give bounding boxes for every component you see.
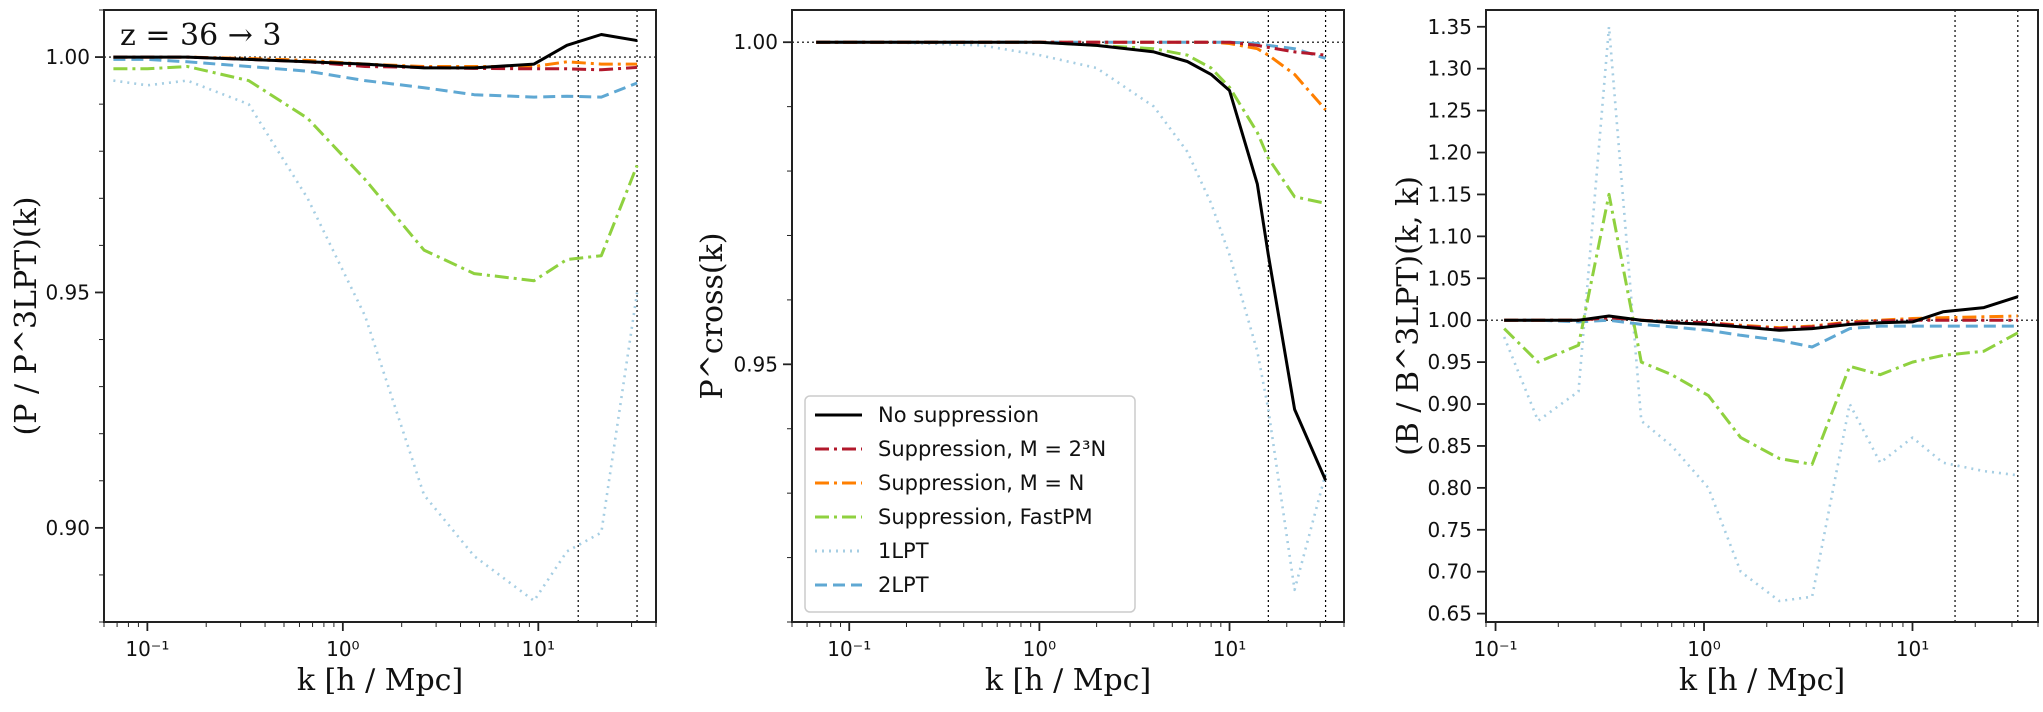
legend: No suppression Suppression, M = 2³N Suppre…	[804, 395, 1136, 613]
x-tick-label: 10¹	[522, 637, 555, 661]
y-tick-label: 0.95	[45, 280, 90, 304]
legend-box	[804, 395, 1136, 613]
y-tick-label: 1.00	[733, 30, 778, 54]
y-tick-label: 0.95	[1427, 350, 1472, 374]
x-axis-label: k [h / Mpc]	[985, 663, 1151, 698]
legend-label-supp_m2n: Suppression, M = 2³N	[878, 437, 1106, 461]
y-tick-label: 0.90	[45, 516, 90, 540]
y-tick-label: 1.00	[1427, 308, 1472, 332]
legend-label-no_suppression: No suppression	[878, 403, 1039, 427]
panel-power-ratio: 0.90 0.95 1.00 10⁻¹ 10⁰ 10¹ z = 36 → 3 k [h /…	[9, 9, 657, 698]
series-line-no_suppression	[1504, 295, 2019, 332]
x-tick-label: 10⁻¹	[827, 637, 871, 661]
y-tick-label: 1.15	[1427, 182, 1472, 206]
series-line-lpt1	[113, 79, 639, 603]
series-line-lpt1	[1502, 25, 2018, 603]
y-tick-label: 1.30	[1427, 57, 1472, 81]
panel-cross-correlation: 0.95 1.00 10⁻¹ 10⁰ 10¹ k [h / Mpc] P^cross(k…	[695, 9, 1345, 698]
series-line-no_suppression	[113, 33, 638, 70]
series-line-lpt2	[1504, 318, 2018, 349]
x-tick-label: 10⁻¹	[1474, 637, 1518, 661]
legend-label-supp_mn: Suppression, M = N	[878, 471, 1084, 495]
y-tick-label: 0.85	[1427, 434, 1472, 458]
y-axis-label: P^cross(k)	[695, 233, 730, 400]
y-tick-label: 0.65	[1427, 602, 1472, 626]
y-tick-label: 0.70	[1427, 560, 1472, 584]
panel-bispectrum-ratio: 0.65 0.70 0.75 0.80 0.85 0.90 0.95 1.00 1.05 1.10…	[1391, 9, 2039, 698]
y-tick-label: 1.10	[1427, 224, 1472, 248]
legend-label-supp_fastpm: Suppression, FastPM	[878, 505, 1093, 529]
legend-label-lpt1: 1LPT	[878, 539, 929, 563]
legend-label-lpt2: 2LPT	[878, 573, 929, 597]
series-line-lpt2	[113, 57, 638, 99]
series-line-no_suppression	[816, 40, 1327, 481]
y-tick-label: 0.95	[733, 352, 778, 376]
y-tick-label: 1.35	[1427, 15, 1472, 39]
series-line-supp_fastpm	[1503, 192, 2019, 466]
series-line-lpt1	[816, 40, 1327, 592]
x-tick-label: 10¹	[1213, 637, 1246, 661]
y-tick-label: 1.25	[1427, 99, 1472, 123]
redshift-annotation: z = 36 → 3	[120, 18, 281, 53]
y-tick-label: 1.05	[1427, 266, 1472, 290]
x-axis-label: k [h / Mpc]	[1679, 663, 1845, 698]
x-tick-label: 10¹	[1896, 637, 1929, 661]
y-tick-label: 1.00	[45, 45, 90, 69]
series-line-supp_fastpm	[113, 65, 639, 283]
y-axis-label: (B / B^3LPT)(k, k)	[1391, 176, 1426, 456]
series-line-supp_mn	[816, 40, 1327, 111]
plot-frame	[1485, 9, 2039, 623]
y-axis-label: (P / P^3LPT)(k)	[9, 197, 44, 436]
x-tick-label: 10⁻¹	[125, 637, 169, 661]
y-tick-label: 1.20	[1427, 141, 1472, 165]
plot-frame	[103, 9, 657, 623]
y-tick-label: 0.90	[1427, 392, 1472, 416]
y-tick-label: 0.75	[1427, 518, 1472, 542]
series-line-supp_fastpm	[816, 40, 1326, 205]
plot-frame	[791, 9, 1345, 623]
x-axis-label: k [h / Mpc]	[297, 663, 463, 698]
y-tick-label: 0.80	[1427, 476, 1472, 500]
x-tick-label: 10⁰	[326, 637, 359, 661]
x-tick-label: 10⁰	[1023, 637, 1056, 661]
x-tick-label: 10⁰	[1687, 637, 1720, 661]
